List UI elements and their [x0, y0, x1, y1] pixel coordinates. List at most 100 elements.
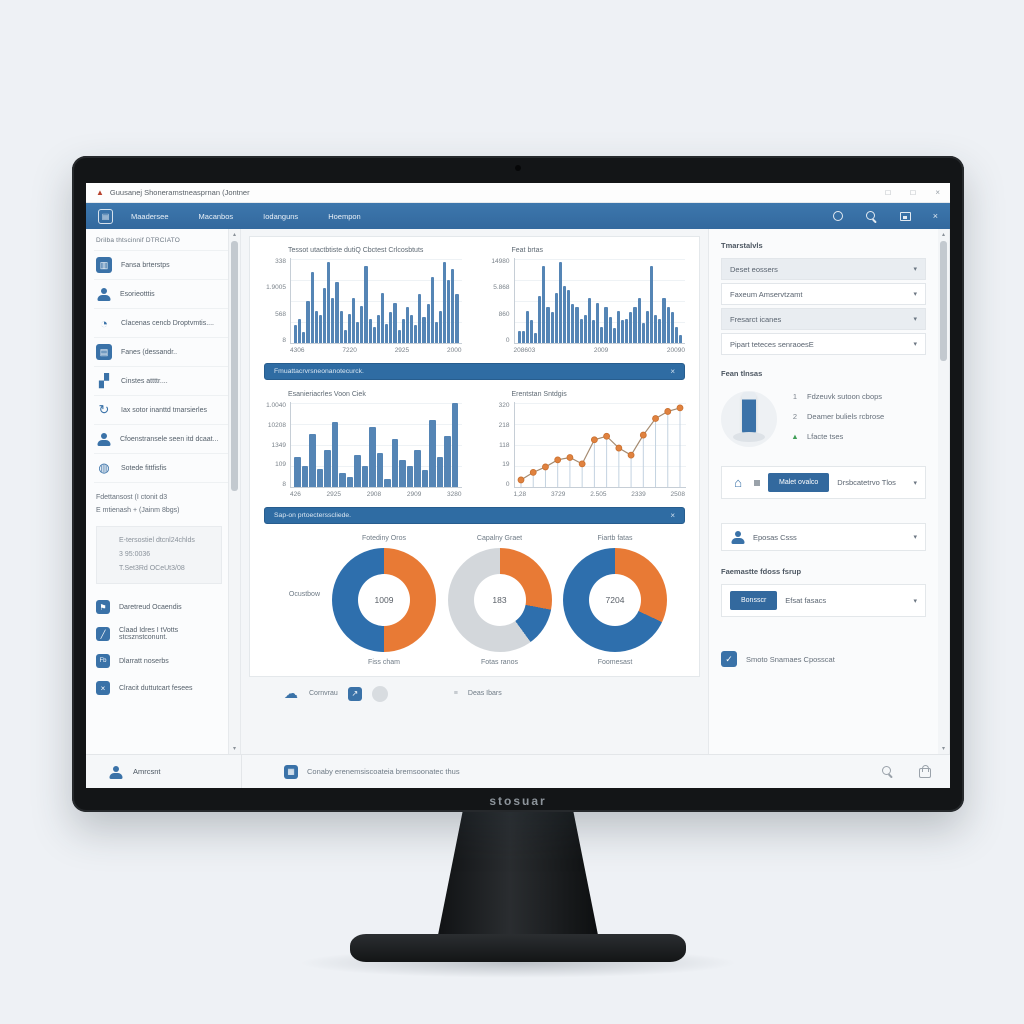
right-panel-section2-heading: Fean tlnsas: [721, 369, 763, 378]
sidebar-link-0[interactable]: ⚑ Daretreud Ocaendis: [94, 594, 228, 621]
filter-select-3[interactable]: Pipart teteces senraoesE ▾: [721, 333, 926, 355]
maximize-button[interactable]: □: [910, 188, 916, 197]
scroll-down-icon[interactable]: ▾: [232, 746, 236, 752]
bar: [393, 302, 397, 343]
fb-badge-icon: Fb: [96, 654, 110, 669]
chart-mid-left: Esanieriacrles Voon Ciek 1.0040 10208 1349…: [264, 389, 462, 498]
group-dropdown-row[interactable]: Eposas Csss ▾: [721, 523, 926, 551]
scroll-down-icon[interactable]: ▾: [941, 746, 945, 752]
select-value: Deset eossers: [730, 264, 778, 274]
x-tick-label: 426: [290, 491, 301, 498]
chart-title: Feat brtas: [511, 247, 544, 254]
bar: [554, 292, 558, 343]
donut-title: Capalny Graet: [476, 535, 523, 542]
bar: [331, 298, 335, 343]
filter-select-1[interactable]: Faxeum Amservtzamt ▾: [721, 283, 926, 305]
notification-icon[interactable]: [832, 211, 843, 221]
banner-close-icon[interactable]: ×: [670, 511, 675, 520]
lock-icon[interactable]: [918, 765, 931, 778]
sidebar: Drilba thtscinnif DTRCIATO ▥ Fansa brters…: [86, 229, 229, 754]
scroll-up-icon[interactable]: ▴: [941, 232, 945, 238]
bar: [343, 330, 347, 343]
search-icon[interactable]: [865, 210, 878, 223]
donut-chart-1: Ocustbow Fotediny Oros 1009 Fiss cham: [289, 535, 440, 666]
person-icon: [96, 287, 111, 301]
bar: [302, 331, 306, 343]
report-button[interactable]: Bonsscr: [730, 591, 778, 610]
menu-item-1[interactable]: Macanbos: [198, 211, 234, 221]
main-bottom-row: ☁ Cornvrau ↗ ≡ Deas Ibars: [249, 677, 700, 708]
sidebar-item-label: Iax sotor inanttd tmarsierles: [121, 406, 207, 414]
app-grid-icon[interactable]: ▤: [98, 208, 113, 224]
sidebar-link-3[interactable]: × Clracit duttutcart fesees: [94, 675, 228, 702]
sidebar-item-5[interactable]: ↻ Iax sotor inanttd tmarsierles: [94, 396, 228, 425]
sidebar-item-2[interactable]: ◔ Clacenas cencb Droptvmtis....: [94, 309, 228, 338]
bar: [318, 315, 322, 343]
banner-close-icon[interactable]: ×: [670, 367, 675, 376]
chevron-down-icon[interactable]: ▾: [913, 534, 917, 541]
bar: [612, 328, 616, 343]
y-tick-label: 338: [275, 258, 286, 265]
right-panel-footer-link[interactable]: ✓ Smoto Snamaes Cposscat: [721, 651, 926, 667]
monitor: stosuar ▲ Guusanej Shoneramstneasprnan (…: [72, 156, 964, 812]
filter-select-2[interactable]: Fresarct icanes ▾: [721, 308, 926, 330]
right-panel-scroll-thumb[interactable]: [940, 241, 947, 361]
bar: [587, 298, 592, 343]
chevron-down-icon[interactable]: ▾: [913, 597, 917, 605]
right-panel-scrollbar[interactable]: ▴ ▾: [938, 229, 950, 754]
app-logo-icon: ▲: [96, 188, 104, 197]
bar: [430, 276, 434, 343]
external-link-icon[interactable]: ↗: [347, 686, 362, 701]
search-icon[interactable]: [881, 765, 894, 778]
bar: [422, 317, 426, 343]
menu-item-2[interactable]: Iodanguns: [263, 211, 299, 221]
monitor-stand-base: [350, 934, 686, 962]
flag-badge-icon: ⚑: [96, 600, 110, 615]
action-button[interactable]: Malet ovalco: [768, 473, 830, 492]
sidebar-item-label: Cfoenstransele seen itd dcaat...: [120, 435, 219, 443]
sidebar-link-2[interactable]: Fb Dlarratt noserbs: [94, 648, 228, 675]
y-tick-label: 1.9005: [266, 284, 286, 292]
bar: [563, 286, 567, 343]
sidebar-item-4[interactable]: ▞ Cinstes attttr....: [94, 367, 228, 396]
sidebar-scroll-thumb[interactable]: [231, 241, 238, 491]
bar: [670, 312, 674, 343]
feature-bullet-0: 1 Fdzeuvk sutoon cbops: [791, 392, 926, 401]
y-tick-label: 8: [282, 336, 286, 344]
scroll-up-icon[interactable]: ▴: [232, 232, 236, 238]
bar: [542, 266, 546, 343]
notification-banner-2: Sap-on prtoectersscliede. ×: [264, 507, 685, 524]
hamburger-icon[interactable]: ≡: [453, 690, 458, 697]
shield-check-icon: ✓: [721, 651, 737, 667]
sidebar-item-6[interactable]: Cfoenstransele seen itd dcaat...: [94, 425, 228, 454]
sidebar-link-1[interactable]: ╱ Claad Idres I tVotts stcsznstconunt.: [94, 621, 228, 648]
feature-bullet-2: ▲ Lfacte tses: [791, 432, 926, 441]
sidebar-item-3[interactable]: ▤ Fanes (dessandr..: [94, 338, 228, 367]
window-title: Guusanej Shoneramstneasprnan (Jontner: [109, 188, 250, 197]
report-row: Bonsscr Efsat fasacs ▾: [721, 584, 926, 617]
menu-item-0[interactable]: Maadersee: [131, 211, 169, 221]
bullet-marker: 2: [792, 412, 798, 421]
close-window-button[interactable]: ×: [935, 188, 940, 197]
cloud-icon[interactable]: ☁: [284, 685, 298, 701]
bar: [294, 457, 301, 487]
sidebar-scrollbar[interactable]: ▴ ▾: [229, 229, 241, 754]
sidebar-item-1[interactable]: Esorieotttis: [94, 280, 228, 309]
close-menu-icon[interactable]: ×: [932, 211, 938, 221]
report-label: Efsat fasacs: [785, 596, 827, 605]
image-icon[interactable]: [899, 211, 911, 221]
sidebar-item-7[interactable]: ◍ Sotede fittfisfis: [94, 454, 228, 483]
menu-item-3[interactable]: Hoempon: [328, 211, 361, 221]
bar: [666, 306, 670, 343]
bar: [434, 321, 438, 343]
bar: [534, 333, 538, 343]
sidebar-item-0[interactable]: ▥ Fansa brterstps: [94, 251, 228, 280]
minimize-button[interactable]: □: [885, 188, 891, 197]
sidebar-header: Drilba thtscinnif DTRCIATO: [94, 234, 228, 251]
dashboard-card: Tessot utactbtiste dutiQ Cbctest Crlcosb…: [249, 236, 700, 677]
bar: [376, 315, 380, 343]
y-tick-label: 860: [498, 310, 510, 318]
group-dropdown-label: Eposas Csss: [753, 532, 797, 542]
filter-select-0[interactable]: Deset eossers ▾: [721, 258, 926, 280]
chevron-down-icon[interactable]: ▾: [913, 479, 917, 487]
